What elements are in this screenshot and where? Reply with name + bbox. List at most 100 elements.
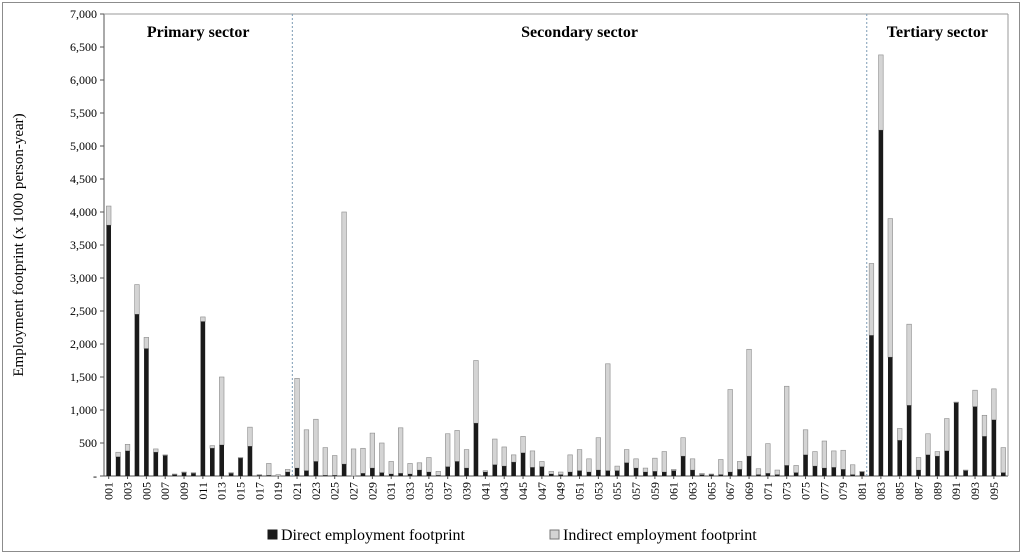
bar-direct <box>153 452 159 476</box>
bar-indirect <box>162 454 168 456</box>
bar-indirect <box>614 465 620 472</box>
bar-indirect <box>680 437 686 457</box>
bar-indirect <box>200 316 206 322</box>
bar-direct <box>426 472 432 476</box>
bar-indirect <box>831 450 837 468</box>
bar-direct <box>567 472 573 476</box>
bar-direct <box>991 419 997 476</box>
bar-direct <box>181 472 187 476</box>
bar-direct <box>624 462 629 476</box>
bar-direct <box>228 473 234 476</box>
x-tick-label: 041 <box>478 482 492 500</box>
bar-direct <box>944 450 950 476</box>
bar-indirect <box>454 430 460 462</box>
bar-indirect <box>576 449 583 472</box>
bar-direct <box>906 405 912 476</box>
bar-direct <box>257 475 262 476</box>
bar-direct <box>765 473 771 476</box>
bar-direct <box>596 470 601 476</box>
x-tick-label: 005 <box>139 482 153 500</box>
x-tick-label: 089 <box>930 482 944 500</box>
bar-direct <box>737 469 742 476</box>
x-tick-label: 055 <box>610 482 624 500</box>
bar-indirect <box>812 451 818 467</box>
bar-indirect <box>558 471 564 475</box>
bar-indirect <box>765 443 771 474</box>
x-tick-label: 025 <box>328 482 342 500</box>
bar-direct <box>850 474 855 476</box>
bar-indirect <box>172 473 178 475</box>
bar-direct <box>304 470 309 476</box>
bar-direct <box>501 466 507 476</box>
bar-indirect <box>407 463 413 475</box>
bar-direct <box>209 448 215 476</box>
bar-indirect <box>642 467 649 473</box>
bar-direct <box>887 357 893 476</box>
bar-direct <box>379 472 385 476</box>
bar-direct <box>144 348 149 476</box>
bar-indirect <box>586 458 592 473</box>
x-tick-label: 029 <box>365 482 379 500</box>
bar-indirect <box>887 218 893 358</box>
bar-direct <box>982 436 987 476</box>
x-tick-label: 001 <box>102 482 116 500</box>
bar-indirect <box>228 472 234 474</box>
x-tick-label: 027 <box>347 482 361 500</box>
bar-direct <box>859 472 865 476</box>
bar-indirect <box>633 458 639 469</box>
bar-direct <box>963 470 968 476</box>
bar-indirect <box>322 447 328 476</box>
bar-direct <box>822 468 827 476</box>
bar-direct <box>652 471 658 476</box>
bar-indirect <box>784 385 790 466</box>
bar-indirect <box>313 418 319 462</box>
bar-direct <box>953 402 959 476</box>
bar-indirect <box>671 469 677 472</box>
bar-indirect <box>878 54 884 131</box>
bar-indirect <box>332 455 338 476</box>
bar-indirect <box>115 451 121 458</box>
bar-direct <box>483 472 488 476</box>
y-tick-label: 5,000 <box>70 139 97 153</box>
bar-indirect <box>266 463 272 476</box>
x-tick-label: 069 <box>742 482 756 500</box>
y-tick-label: 6,000 <box>70 73 97 87</box>
bar-direct <box>539 466 545 476</box>
bar-direct <box>614 470 620 476</box>
bar-direct <box>840 469 846 476</box>
bar-direct <box>812 466 818 476</box>
legend-label-indirect: Indirect employment footprint <box>563 527 757 544</box>
x-tick-label: 075 <box>799 482 813 500</box>
bar-direct <box>464 468 469 476</box>
sector-layer: Primary sector Secondary sector Tertiary s… <box>147 14 988 476</box>
bar-direct <box>172 474 177 476</box>
bar-indirect <box>473 360 479 424</box>
bar-direct <box>407 474 413 476</box>
bar-indirect <box>727 389 733 473</box>
bar-indirect <box>463 449 470 469</box>
x-tick-label: 093 <box>968 482 982 500</box>
bar-indirect <box>379 442 385 474</box>
bar-direct <box>661 472 667 476</box>
bar-indirect <box>981 414 988 437</box>
x-tick-label: 061 <box>667 482 681 500</box>
bar-direct <box>972 406 978 476</box>
bar-indirect <box>492 438 498 466</box>
bar-direct <box>492 464 498 476</box>
bar-indirect <box>708 473 714 475</box>
x-tick-label: 051 <box>573 482 587 500</box>
bar-indirect <box>689 458 696 471</box>
bar-direct <box>878 130 884 476</box>
legend: Direct employment footprint Indirect emp… <box>267 527 757 544</box>
bar-indirect <box>963 469 969 472</box>
bar-indirect <box>181 471 187 474</box>
bar-direct <box>774 474 780 476</box>
bar-indirect <box>388 461 394 475</box>
x-tick-label: 067 <box>723 482 737 500</box>
bar-indirect <box>897 428 903 441</box>
bar-indirect <box>595 437 601 471</box>
x-tick-label: 011 <box>196 482 210 500</box>
y-axis-label: Employment footprint (x 1000 person-year… <box>11 113 27 376</box>
